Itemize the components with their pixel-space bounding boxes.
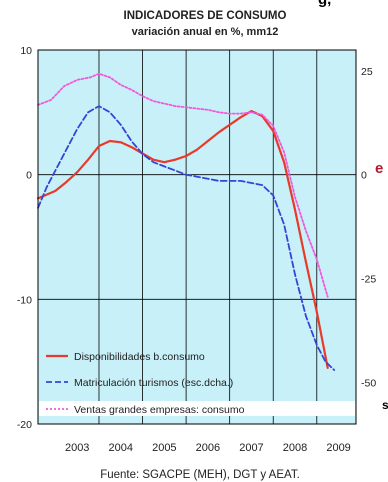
cut-text-top: g, <box>318 0 331 8</box>
x-tick-label: 2005 <box>152 442 176 454</box>
y-right-tick-label: -50 <box>361 377 376 389</box>
y-right-tick-label: -25 <box>361 274 376 286</box>
y-right-tick-label: 0 <box>361 170 367 182</box>
x-tick-label: 2006 <box>196 442 220 454</box>
cut-text-middle: e <box>375 160 384 177</box>
y-left-tick-label: -20 <box>17 419 32 431</box>
x-tick-label: 2003 <box>65 442 89 454</box>
y-left-tick-label: 0 <box>26 170 32 182</box>
plot-area <box>38 50 356 424</box>
x-tick-label: 2008 <box>283 442 307 454</box>
series-line-3 <box>37 72 329 298</box>
legend-label: Disponibilidades b.consumo <box>74 351 205 363</box>
x-tick-label: 2007 <box>239 442 263 454</box>
series-line-2 <box>37 105 336 371</box>
chart-title: INDICADORES DE CONSUMO <box>124 10 287 22</box>
legend-backdrop <box>39 401 355 416</box>
x-tick-label: 2004 <box>109 442 133 454</box>
legend-label: Ventas grandes empresas: consumo <box>74 404 245 416</box>
y-right-tick-label: 25 <box>361 66 373 78</box>
x-tick-label: 2009 <box>326 442 350 454</box>
chart-subtitle: variación anual en %, mm12 <box>132 26 279 38</box>
y-left-tick-label: 10 <box>20 45 32 57</box>
legend-label: Matriculación turismos (esc.dcha.) <box>74 377 233 389</box>
chart-source: Fuente: SGACPE (MEH), DGT y AEAT. <box>100 469 300 481</box>
series-line-1 <box>36 109 329 369</box>
plot-border <box>37 49 357 425</box>
cut-text-bottom: s <box>382 398 388 412</box>
y-left-tick-label: -10 <box>17 294 32 306</box>
